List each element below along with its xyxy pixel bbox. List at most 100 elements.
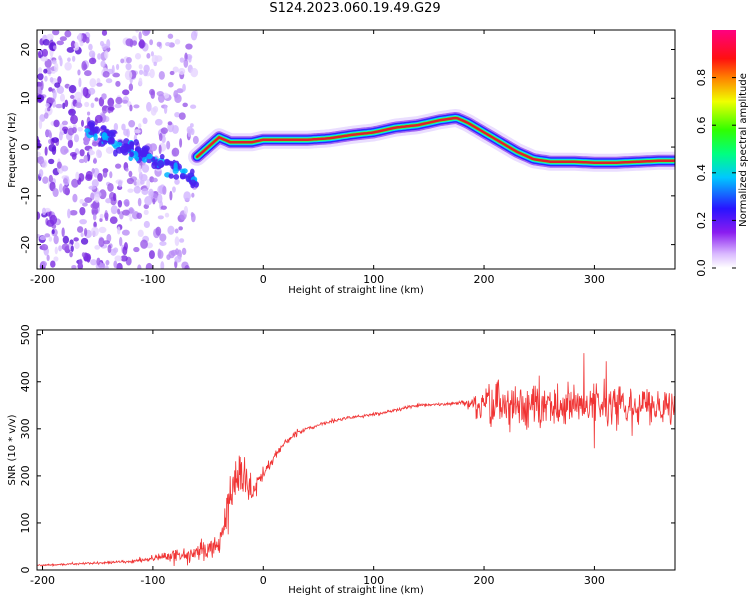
noise-point <box>84 70 92 77</box>
noise-point <box>113 192 117 202</box>
noise-point <box>73 237 79 242</box>
noise-point <box>83 228 88 237</box>
noise-point <box>172 66 179 73</box>
colorbar-tick-label: 0.0 <box>695 259 708 277</box>
noise-point <box>69 251 73 258</box>
noise-point <box>77 69 81 76</box>
noise-point <box>184 265 190 269</box>
noise-point <box>189 123 194 128</box>
colorbar-tick-label: 0.8 <box>695 69 708 87</box>
bottom-x-axis: -200 -100 0 100 200 300 <box>30 330 605 587</box>
top-plot-frame <box>36 29 676 270</box>
x-tick-label: 0 <box>260 574 267 587</box>
noise-point <box>80 119 85 127</box>
cluster-point <box>133 139 140 146</box>
noise-point <box>70 114 78 125</box>
noise-point <box>121 123 126 131</box>
noise-point <box>136 212 143 220</box>
noise-point <box>146 53 151 59</box>
noise-point <box>142 117 148 125</box>
y-tick-label: 400 <box>19 371 32 392</box>
noise-point <box>67 139 74 149</box>
noise-point <box>46 33 54 41</box>
noise-point <box>97 172 103 182</box>
noise-point <box>157 193 163 204</box>
noise-point <box>174 111 181 118</box>
noise-point <box>57 76 62 85</box>
noise-point <box>169 70 175 76</box>
noise-point <box>91 209 98 216</box>
noise-point <box>51 146 57 155</box>
noise-point <box>67 57 71 62</box>
noise-point <box>44 75 48 82</box>
noise-point <box>116 262 123 269</box>
noise-point <box>183 191 191 201</box>
cluster-point <box>145 153 153 160</box>
noise-point <box>141 164 150 173</box>
cluster-point <box>107 136 115 142</box>
noise-point <box>62 184 69 195</box>
noise-point <box>146 101 152 112</box>
noise-point <box>148 250 155 260</box>
noise-point <box>38 169 44 178</box>
noise-point <box>101 93 107 100</box>
noise-point <box>69 209 78 216</box>
noise-point <box>88 57 97 65</box>
noise-point <box>114 255 122 262</box>
noise-point <box>163 104 168 114</box>
noise-point <box>94 114 103 124</box>
noise-point <box>143 220 150 229</box>
x-tick-label: -100 <box>140 273 165 286</box>
cluster-point <box>101 132 107 140</box>
noise-point <box>61 120 68 126</box>
noise-point <box>175 248 179 255</box>
colorbar-label: Normalized spectral amplitude <box>738 73 749 227</box>
noise-point <box>51 229 55 235</box>
top-y-axis: -20 -10 0 10 20 <box>19 43 675 254</box>
noise-point <box>76 226 84 233</box>
noise-point <box>61 243 70 251</box>
noise-point <box>166 254 171 260</box>
noise-point <box>167 33 174 39</box>
cluster-point <box>102 139 108 145</box>
noise-point <box>157 215 164 220</box>
noise-point <box>106 233 112 243</box>
noise-point <box>54 82 61 88</box>
noise-point <box>134 53 142 60</box>
noise-point <box>179 138 183 148</box>
noise-point <box>138 64 143 70</box>
noise-point <box>78 33 82 43</box>
noise-point <box>88 43 93 51</box>
noise-point <box>59 93 66 102</box>
noise-point <box>133 129 141 134</box>
noise-point <box>85 174 93 181</box>
bottom-y-axis-label: SNR (10 * v/v) <box>7 414 18 485</box>
noise-point <box>37 156 45 165</box>
noise-point <box>143 209 149 215</box>
noise-point <box>156 91 164 97</box>
noise-point <box>48 158 55 165</box>
bottom-x-axis-label: Height of straight line (km) <box>288 585 424 596</box>
colorbar: 0.0 0.2 0.4 0.6 0.8 Normalized spectral ampl… <box>695 30 749 277</box>
noise-point <box>109 171 113 179</box>
noise-point <box>63 178 68 184</box>
noise-point <box>98 189 107 200</box>
noise-point <box>133 246 140 253</box>
noise-point <box>176 88 184 94</box>
noise-point <box>183 58 189 68</box>
noise-point <box>94 97 99 102</box>
noise-point <box>37 51 42 59</box>
y-tick-label: 10 <box>19 91 32 105</box>
noise-point <box>140 239 148 249</box>
noise-point <box>51 137 59 144</box>
noise-point <box>67 127 75 136</box>
y-tick-label: 200 <box>19 465 32 486</box>
noise-point <box>157 248 162 259</box>
noise-point <box>188 55 192 63</box>
noise-point <box>110 248 117 256</box>
noise-point <box>83 63 88 70</box>
noise-point <box>62 126 69 132</box>
colorbar-gradient <box>712 30 736 268</box>
noise-point <box>151 54 159 64</box>
